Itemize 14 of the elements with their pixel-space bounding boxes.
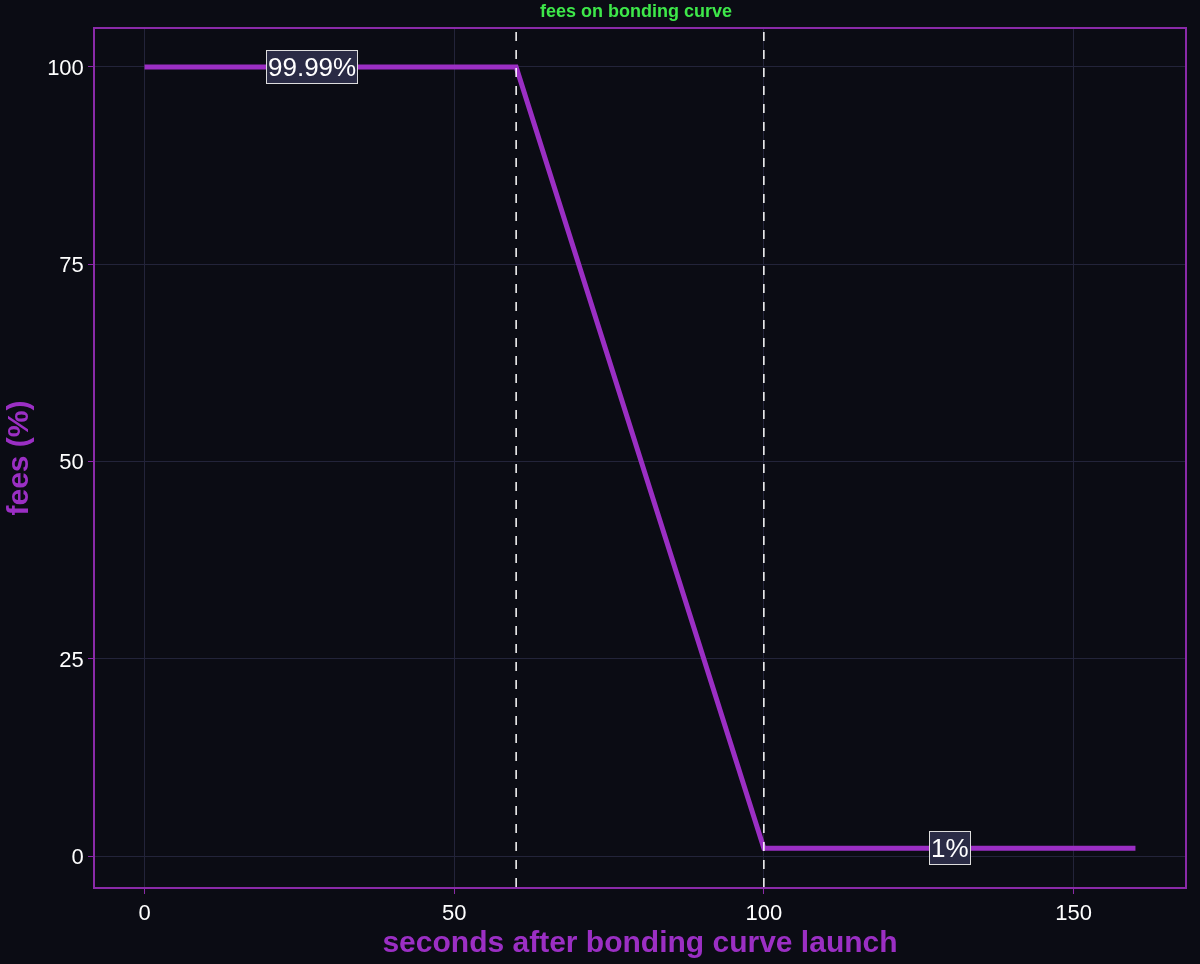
annotation: 1% <box>931 833 969 863</box>
y-tick-label: 50 <box>59 449 84 475</box>
y-axis-title: fees (%) <box>0 400 34 516</box>
x-tick-label: 0 <box>138 900 151 926</box>
y-tick-label: 0 <box>71 843 84 869</box>
x-tick-label: 100 <box>745 900 783 926</box>
y-tick-label: 100 <box>47 54 84 80</box>
y-tick-label: 25 <box>59 646 84 672</box>
annotation: 99.99% <box>268 52 357 82</box>
y-tick-label: 75 <box>59 251 84 277</box>
x-axis-title: seconds after bonding curve launch <box>382 925 898 959</box>
x-tick-label: 50 <box>441 900 467 926</box>
chart-title: fees on bonding curve <box>539 1 733 22</box>
x-tick-label: 150 <box>1055 900 1092 926</box>
